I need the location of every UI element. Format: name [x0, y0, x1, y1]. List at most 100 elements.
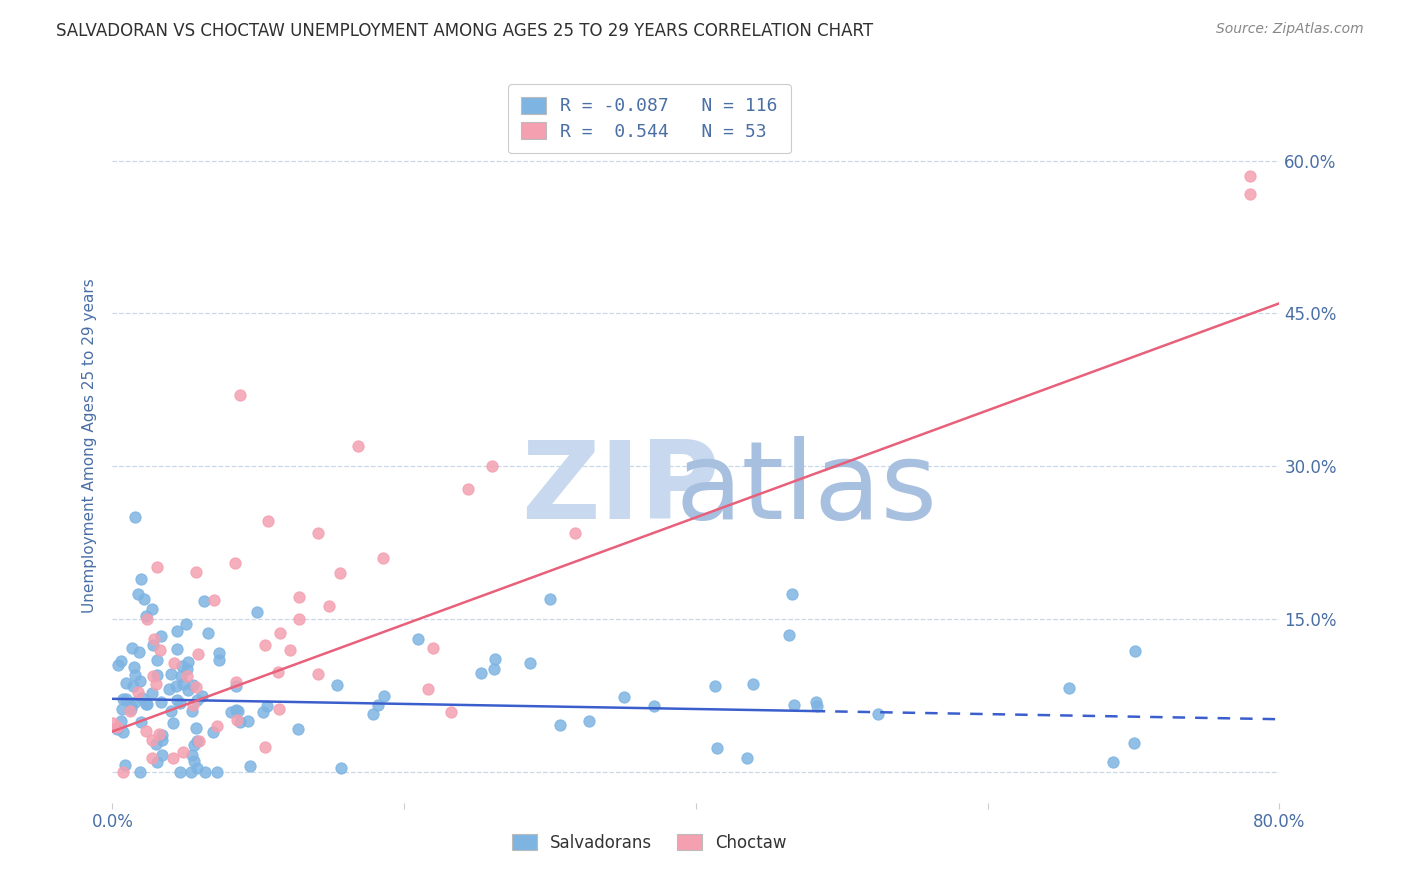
- Point: [193, 593, 215, 607]
- Point: [194, 765, 217, 780]
- Point: [225, 679, 247, 693]
- Point: [146, 755, 169, 769]
- Point: [124, 660, 146, 674]
- Point: [107, 658, 129, 673]
- Point: [129, 714, 152, 729]
- Point: [470, 665, 492, 680]
- Point: [112, 765, 135, 780]
- Point: [229, 388, 252, 402]
- Point: [484, 662, 506, 676]
- Point: [135, 724, 157, 739]
- Point: [269, 625, 291, 640]
- Point: [186, 761, 208, 775]
- Point: [135, 697, 157, 711]
- Point: [225, 703, 247, 717]
- Point: [416, 681, 439, 696]
- Point: [868, 706, 890, 721]
- Point: [145, 737, 167, 751]
- Point: [782, 698, 804, 713]
- Point: [169, 765, 191, 780]
- Point: [564, 526, 586, 541]
- Point: [548, 718, 571, 732]
- Point: [307, 525, 329, 540]
- Point: [643, 699, 665, 714]
- Point: [129, 765, 152, 780]
- Point: [111, 702, 134, 716]
- Point: [280, 643, 302, 657]
- Point: [183, 754, 205, 768]
- Point: [114, 692, 136, 706]
- Point: [165, 679, 187, 693]
- Text: Source: ZipAtlas.com: Source: ZipAtlas.com: [1216, 22, 1364, 37]
- Point: [288, 612, 311, 626]
- Point: [252, 706, 274, 720]
- Point: [141, 732, 163, 747]
- Point: [191, 690, 214, 704]
- Point: [160, 704, 183, 718]
- Point: [166, 692, 188, 706]
- Point: [127, 685, 149, 699]
- Point: [166, 624, 188, 639]
- Point: [177, 655, 200, 669]
- Point: [180, 748, 202, 763]
- Point: [170, 659, 193, 673]
- Point: [406, 632, 429, 647]
- Point: [134, 591, 156, 606]
- Point: [120, 704, 142, 718]
- Point: [141, 602, 163, 616]
- Point: [197, 626, 219, 640]
- Point: [105, 722, 128, 736]
- Point: [367, 698, 389, 712]
- Point: [124, 695, 146, 709]
- Point: [318, 599, 340, 613]
- Point: [149, 643, 172, 657]
- Point: [115, 675, 138, 690]
- Point: [170, 669, 193, 683]
- Point: [440, 705, 463, 719]
- Point: [181, 704, 204, 718]
- Point: [373, 690, 395, 704]
- Point: [145, 677, 167, 691]
- Point: [806, 695, 828, 709]
- Point: [208, 653, 231, 667]
- Point: [224, 556, 246, 570]
- Point: [1122, 736, 1144, 750]
- Point: [131, 691, 153, 706]
- Point: [183, 739, 205, 753]
- Point: [703, 679, 725, 693]
- Point: [1057, 681, 1080, 695]
- Point: [114, 757, 136, 772]
- Point: [150, 728, 173, 742]
- Point: [150, 747, 173, 762]
- Point: [778, 627, 800, 641]
- Point: [538, 591, 561, 606]
- Point: [181, 678, 204, 692]
- Point: [186, 734, 208, 748]
- Point: [236, 714, 259, 728]
- Point: [202, 725, 225, 739]
- Point: [326, 678, 349, 692]
- Point: [186, 566, 208, 580]
- Point: [256, 698, 278, 713]
- Point: [226, 704, 249, 718]
- Point: [267, 665, 290, 680]
- Point: [205, 719, 228, 733]
- Point: [225, 674, 247, 689]
- Point: [257, 515, 280, 529]
- Point: [157, 681, 180, 696]
- Point: [735, 750, 758, 764]
- Point: [307, 667, 329, 681]
- Point: [176, 669, 198, 683]
- Point: [347, 439, 370, 453]
- Point: [181, 698, 204, 712]
- Point: [110, 714, 132, 729]
- Point: [136, 697, 159, 711]
- Point: [329, 566, 352, 581]
- Point: [111, 725, 134, 739]
- Point: [481, 459, 503, 474]
- Point: [239, 759, 262, 773]
- Point: [142, 668, 165, 682]
- Point: [177, 682, 200, 697]
- Point: [111, 692, 134, 706]
- Point: [146, 653, 169, 667]
